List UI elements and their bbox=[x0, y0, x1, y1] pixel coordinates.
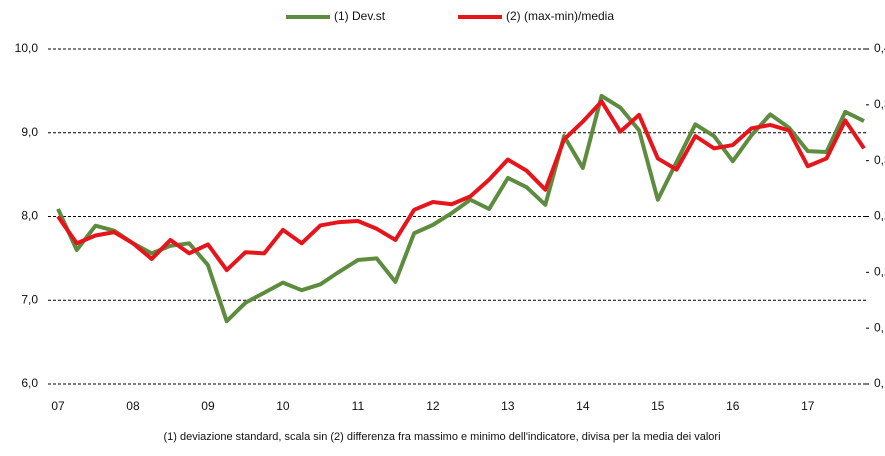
y2-tick-label: 0,15 bbox=[874, 320, 885, 334]
series-line bbox=[56, 99, 866, 273]
x-tick-label: 09 bbox=[201, 399, 215, 413]
y2-tick-label: 0,40 bbox=[874, 41, 885, 55]
y2-tick-label: 0,30 bbox=[874, 153, 885, 167]
y2-tick-label: 0,20 bbox=[874, 265, 885, 279]
y-tick-label: 6,0 bbox=[21, 376, 38, 390]
y2-tick-label: 0,10 bbox=[874, 376, 885, 390]
x-tick-label: 10 bbox=[276, 399, 290, 413]
y-tick-label: 10,0 bbox=[15, 41, 39, 55]
x-tick-label: 14 bbox=[576, 399, 590, 413]
y-tick-label: 8,0 bbox=[21, 209, 38, 223]
x-tick-label: 07 bbox=[51, 399, 65, 413]
x-tick-label: 12 bbox=[426, 399, 440, 413]
y-tick-label: 9,0 bbox=[21, 125, 38, 139]
series-line bbox=[56, 93, 865, 324]
x-tick-label: 16 bbox=[726, 399, 740, 413]
footnote: (1) deviazione standard, scala sin (2) d… bbox=[163, 431, 720, 443]
y-tick-label: 7,0 bbox=[21, 292, 38, 306]
x-tick-label: 08 bbox=[126, 399, 140, 413]
legend-label: (1) Dev.st bbox=[334, 9, 386, 23]
legend-label: (2) (max-min)/media bbox=[506, 9, 614, 23]
x-tick-label: 13 bbox=[501, 399, 515, 413]
x-tick-label: 11 bbox=[352, 399, 365, 413]
x-tick-label: 17 bbox=[801, 399, 815, 413]
y2-tick-label: 0,25 bbox=[874, 209, 885, 223]
x-tick-label: 15 bbox=[651, 399, 665, 413]
y2-tick-label: 0,35 bbox=[874, 97, 885, 111]
